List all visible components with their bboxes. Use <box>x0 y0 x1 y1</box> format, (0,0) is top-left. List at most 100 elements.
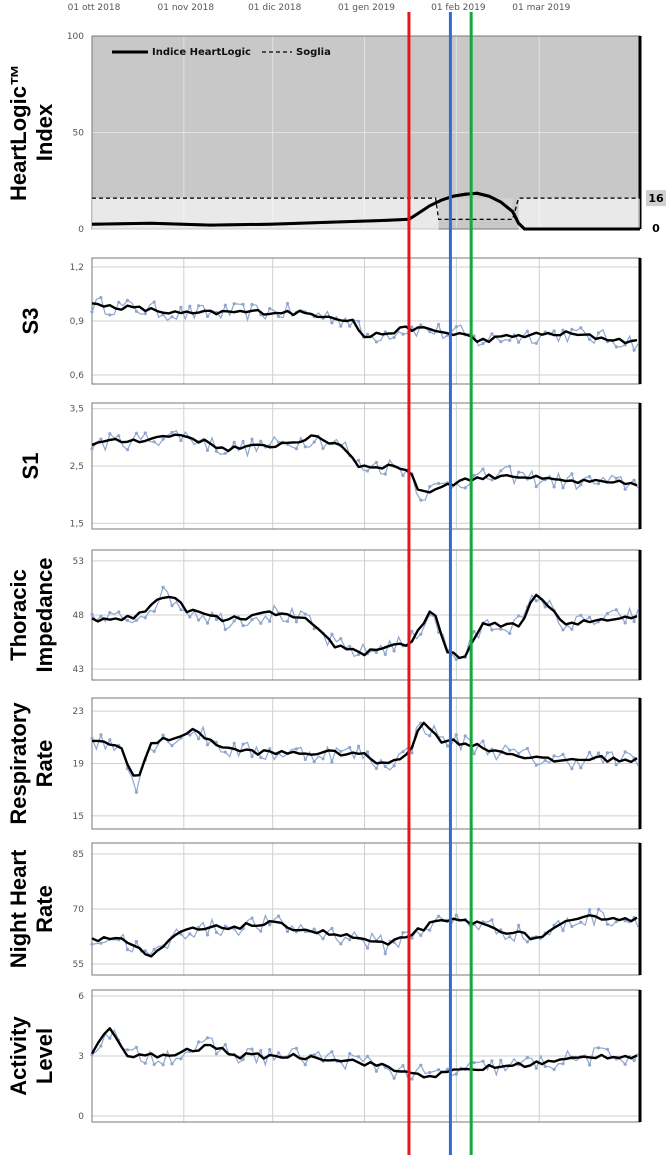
daily-point <box>108 611 112 615</box>
daily-point <box>232 741 236 745</box>
daily-point <box>99 296 103 300</box>
panel-impedance: 43 48 53 Thoracic Impedance <box>6 549 642 681</box>
daily-point <box>383 764 387 769</box>
daily-point <box>419 632 423 636</box>
daily-point <box>605 1047 610 1051</box>
daily-point <box>143 312 147 316</box>
daily-point <box>383 952 387 956</box>
daily-point <box>561 1062 565 1066</box>
daily-point <box>401 332 405 336</box>
month-tick-label: 01 mar 2019 <box>512 3 570 13</box>
y-axis-label: Respiratory Rate <box>6 702 57 825</box>
daily-point <box>543 605 547 609</box>
daily-point <box>170 604 174 608</box>
daily-point <box>499 340 503 344</box>
daily-point <box>463 734 467 738</box>
daily-point <box>490 1059 494 1063</box>
daily-point <box>303 1063 307 1067</box>
daily-point <box>472 629 476 634</box>
daily-point <box>232 619 236 623</box>
daily-point <box>614 608 618 612</box>
daily-point <box>117 610 121 614</box>
daily-point <box>605 922 610 926</box>
daily-point <box>437 322 441 327</box>
daily-point <box>623 487 627 491</box>
daily-point <box>170 315 174 319</box>
smoothed-series-line <box>90 1027 638 1079</box>
daily-point <box>419 323 423 327</box>
daily-point <box>170 1062 174 1066</box>
daily-point <box>614 345 618 349</box>
daily-point <box>410 325 414 329</box>
daily-point <box>543 1064 547 1068</box>
daily-point <box>357 1055 361 1059</box>
daily-point <box>268 1048 272 1052</box>
y-tick-label: 23 <box>73 707 84 717</box>
daily-point <box>161 733 165 737</box>
daily-point <box>365 1054 370 1058</box>
daily-point <box>410 751 414 755</box>
daily-point <box>205 1036 210 1040</box>
smoothed-series-line <box>91 433 638 494</box>
daily-point <box>383 472 387 476</box>
daily-point <box>517 923 521 927</box>
y-axis-label: S1 <box>18 453 43 480</box>
series-line <box>92 197 640 220</box>
daily-point <box>481 467 485 471</box>
daily-point <box>579 613 583 617</box>
daily-point <box>472 473 476 477</box>
daily-point <box>339 637 343 641</box>
daily-point <box>312 760 316 764</box>
y-tick-label: 0,9 <box>70 317 85 327</box>
y-axis-label-line: Index <box>32 103 57 161</box>
daily-point <box>214 930 218 935</box>
daily-point <box>259 439 263 443</box>
daily-point <box>152 947 156 952</box>
daily-point <box>525 329 530 333</box>
panel-heartlogic: 0 50 100 HeartLogic™ Index Indice HeartLogic S… <box>6 32 666 235</box>
daily-point <box>490 628 494 632</box>
daily-point <box>312 927 316 931</box>
daily-point <box>143 1061 147 1065</box>
daily-point <box>108 738 112 742</box>
daily-point <box>365 946 370 950</box>
daily-point <box>472 752 476 756</box>
daily-point <box>348 938 352 942</box>
y-tick-label: 6 <box>78 992 84 1002</box>
daily-point <box>205 314 210 318</box>
y-axis-label-line: Thoracic <box>6 569 31 661</box>
y-axis-label-line: Level <box>32 1028 57 1084</box>
daily-point <box>205 743 210 747</box>
daily-point <box>143 431 147 435</box>
month-tick-label: 01 feb 2019 <box>431 3 486 13</box>
y-tick-label: 1,2 <box>70 263 84 273</box>
y-tick-label: 0 <box>78 1112 84 1122</box>
daily-point <box>223 451 227 455</box>
daily-point <box>250 1047 254 1051</box>
daily-point <box>588 475 592 479</box>
daily-point <box>454 913 458 917</box>
end-label-threshold: 16 <box>648 192 664 205</box>
daily-point <box>508 338 512 342</box>
daily-point <box>205 621 210 625</box>
month-tick-label: 01 gen 2019 <box>338 3 395 13</box>
daily-point <box>303 612 307 616</box>
daily-point <box>392 764 396 768</box>
y-axis-label-line: Activity <box>6 1016 31 1096</box>
daily-point <box>632 478 636 482</box>
daily-point <box>588 615 592 619</box>
y-tick-label: 0 <box>78 225 84 235</box>
daily-point <box>241 302 245 306</box>
daily-point <box>481 341 485 346</box>
daily-point <box>401 1064 405 1068</box>
daily-point <box>179 608 183 612</box>
daily-point <box>605 611 610 616</box>
smoothed-series-line <box>91 302 638 345</box>
daily-point <box>454 657 458 662</box>
panel-activity: 0 3 6 Activity Level <box>6 989 642 1123</box>
daily-point <box>588 750 592 755</box>
daily-point <box>339 324 343 328</box>
daily-point <box>99 941 103 945</box>
daily-point <box>99 1044 103 1048</box>
daily-point <box>250 437 254 441</box>
